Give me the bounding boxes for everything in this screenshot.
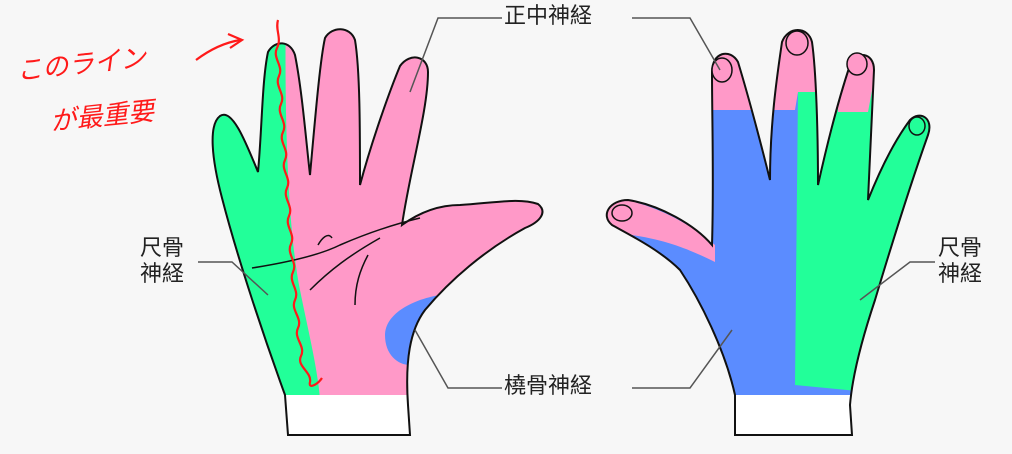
annotation-wavy-line [274,19,323,387]
annotation-arrow-shaft [195,38,241,61]
leader-lines [198,17,935,389]
label-radial-nerve: 橈骨神経 [504,374,593,400]
palm-crease-heart [251,217,421,269]
leader-median-left [409,17,502,93]
annotation-arrow-head [227,32,245,49]
leader-ulnar-right [859,261,935,301]
label-ulnar-left-line2: 神経 [140,262,185,287]
left-wrist [212,395,543,435]
palm-crease-small [317,234,333,246]
leader-median-right [632,17,721,71]
label-median-nerve: 正中神経 [504,4,593,30]
right-hand-nerve-regions [606,30,930,435]
nail-little [908,116,926,136]
annotation-marks [195,19,323,387]
leader-radial-right [632,329,733,389]
palm-crease-head [309,237,381,291]
label-ulnar-left-line1: 尺骨 [140,236,185,261]
nail-middle [785,30,809,56]
label-ulnar-right-line2: 神経 [938,262,983,287]
nail-ring [846,52,868,76]
nail-thumb [611,204,633,222]
label-ulnar-nerve-right: 尺骨 神経 [938,236,982,288]
right-wrist [606,395,930,435]
palm-crease-life [354,254,369,306]
label-ulnar-nerve-left: 尺骨 神経 [140,236,184,288]
leader-ulnar-left [198,261,269,296]
leader-radial-left [414,329,502,389]
label-ulnar-right-line1: 尺骨 [938,236,983,261]
